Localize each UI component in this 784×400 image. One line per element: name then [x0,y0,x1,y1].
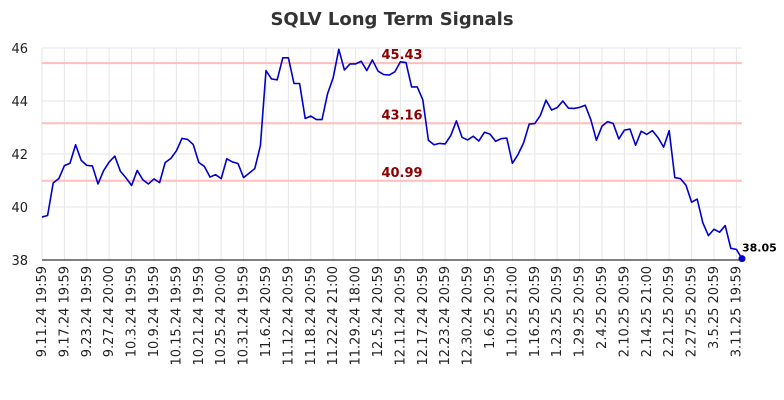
series-line [41,48,743,260]
reference-line-label: 45.43 [381,48,422,63]
x-tick-label: 1.29.25 20:59 [573,266,588,357]
x-tick-label: 9.27.24 20:00 [102,266,117,357]
y-tick-label: 38 [11,254,28,269]
series-layer [41,48,746,263]
label-layer: 45.43 43.16 40.99 38.05 [381,48,776,255]
last-point-marker [738,255,746,263]
x-tick-label: 1.6.25 20:59 [483,266,498,349]
x-tick-label: 10.25.24 20:00 [214,266,229,366]
x-tick-label: 10.21.24 19:59 [192,266,207,366]
last-value-label: 38.05 [742,242,777,255]
x-tick-label: 1.16.25 20:59 [528,266,543,357]
x-tick-label: 2.27.25 20:59 [685,266,700,357]
reference-line-label: 43.16 [381,108,422,123]
chart-title: SQLV Long Term Signals [270,9,513,30]
x-tick-label: 2.4.25 20:59 [595,266,610,349]
x-tick-label: 12.23.24 20:59 [438,266,453,366]
y-tick-label: 42 [11,148,28,163]
y-tick-label: 44 [11,95,28,110]
reference-line-label: 40.99 [381,166,422,181]
x-tick-label: 12.17.24 20:59 [416,266,431,366]
x-tick-label: 3.5.25 20:59 [707,266,722,349]
x-tick-label: 11.22.24 21:00 [326,266,341,366]
x-tick-label: 9.23.24 19:59 [80,266,95,357]
y-tick-label: 40 [11,201,28,216]
x-tick-label: 10.3.24 19:59 [125,266,140,357]
y-tick-label: 46 [11,42,28,57]
x-tick-label: 10.15.24 19:59 [169,266,184,366]
x-tick-label: 3.11.25 19:59 [729,266,744,357]
axes: 38 40 42 44 46 9.11.24 19:59 9.17.24 19:59 9.23… [11,42,744,366]
x-tick-label: 2.21.25 20:59 [662,266,677,357]
x-tick-label: 11.6.24 20:59 [259,266,274,357]
x-tick-label: 2.10.25 20:59 [617,266,632,357]
x-tick-label: 1.23.25 20:59 [550,266,565,357]
x-tick-label: 10.9.24 19:59 [147,266,162,357]
x-tick-label: 11.12.24 20:59 [281,266,296,366]
grid-layer [41,47,742,261]
x-tick-label: 11.18.24 20:59 [304,266,319,366]
x-tick-label: 1.10.25 21:00 [505,266,520,357]
x-tick-label: 12.5.24 20:59 [371,266,386,357]
x-tick-label: 9.17.24 19:59 [57,266,72,357]
x-tick-label: 12.30.24 20:59 [461,266,476,366]
x-tick-label: 12.11.24 20:59 [393,266,408,366]
x-tick-label: 11.29.24 18:00 [349,266,364,366]
reference-lines [42,62,742,182]
x-tick-label: 2.14.25 21:00 [640,266,655,357]
x-tick-label: 10.31.24 19:59 [237,266,252,366]
x-tick-label: 9.11.24 19:59 [35,266,50,357]
